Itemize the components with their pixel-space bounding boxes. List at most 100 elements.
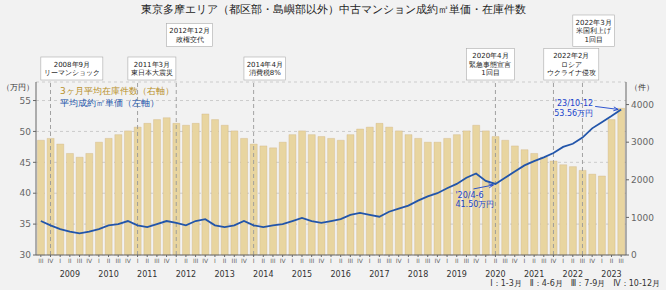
svg-text:3ヶ月平均在庫件数（右軸）: 3ヶ月平均在庫件数（右軸）	[60, 86, 174, 96]
svg-text:II: II	[68, 257, 72, 264]
svg-text:IV: IV	[202, 257, 209, 264]
svg-text:2000: 2000	[631, 175, 654, 185]
svg-text:2014年4月消費税8%: 2014年4月消費税8%	[247, 61, 283, 78]
svg-text:IV: IV	[318, 257, 325, 264]
svg-text:2022年3月米国利上げ1回目: 2022年3月米国利上げ1回目	[576, 19, 613, 44]
svg-text:II: II	[455, 257, 459, 264]
svg-text:II: II	[494, 257, 498, 264]
svg-text:II: II	[300, 257, 304, 264]
svg-text:II: II	[145, 257, 149, 264]
svg-text:2019: 2019	[447, 270, 467, 279]
svg-text:II: II	[610, 257, 614, 264]
svg-text:IV: IV	[434, 257, 441, 264]
svg-text:I: I	[485, 257, 487, 264]
svg-text:IV: IV	[473, 257, 480, 264]
svg-text:4000: 4000	[631, 100, 654, 110]
svg-text:3000: 3000	[631, 137, 654, 147]
svg-text:'23/10-1253.56万円: '23/10-1253.56万円	[554, 99, 593, 118]
svg-text:2022年2月ロシアウクライナ侵攻: 2022年2月ロシアウクライナ侵攻	[547, 52, 596, 77]
svg-text:IV: IV	[164, 257, 171, 264]
svg-text:I: I	[407, 257, 409, 264]
svg-text:IV: IV	[396, 257, 403, 264]
svg-text:IV: IV	[48, 257, 55, 264]
svg-text:II: II	[532, 257, 536, 264]
svg-text:I: I	[446, 257, 448, 264]
svg-text:0: 0	[631, 250, 637, 260]
svg-text:II: II	[571, 257, 575, 264]
svg-text:III: III	[116, 257, 122, 264]
svg-text:2009: 2009	[60, 270, 80, 279]
svg-text:III: III	[580, 257, 586, 264]
svg-text:III: III	[348, 257, 354, 264]
svg-text:東京多摩エリア（都区部・島嶼部以外）中古マンション成約㎡単価: 東京多摩エリア（都区部・島嶼部以外）中古マンション成約㎡単価・在庫件数	[141, 3, 526, 16]
svg-text:I: I	[214, 257, 216, 264]
svg-text:IV: IV	[357, 257, 364, 264]
svg-text:35: 35	[20, 219, 31, 229]
svg-text:50: 50	[20, 127, 32, 137]
svg-text:I: I	[562, 257, 564, 264]
svg-text:2012: 2012	[176, 270, 196, 279]
svg-text:I: I	[369, 257, 371, 264]
svg-text:III: III	[541, 257, 547, 264]
svg-text:30: 30	[20, 250, 32, 260]
svg-text:1000: 1000	[631, 213, 654, 223]
svg-text:I: I	[330, 257, 332, 264]
svg-text:40: 40	[20, 188, 32, 198]
svg-text:I: I	[98, 257, 100, 264]
svg-text:III: III	[309, 257, 315, 264]
svg-text:IV: IV	[125, 257, 132, 264]
svg-text:IV: IV	[241, 257, 248, 264]
svg-text:IV: IV	[551, 257, 558, 264]
svg-text:II: II	[416, 257, 420, 264]
svg-text:III: III	[464, 257, 470, 264]
svg-text:III: III	[425, 257, 431, 264]
svg-text:III: III	[154, 257, 160, 264]
svg-text:II: II	[107, 257, 111, 264]
svg-text:2020: 2020	[485, 270, 505, 279]
svg-text:II: II	[184, 257, 188, 264]
svg-text:2018: 2018	[408, 270, 428, 279]
svg-text:2016: 2016	[330, 270, 350, 279]
svg-text:I: I	[524, 257, 526, 264]
svg-text:Ⅰ：1-3月 Ⅱ：4-6月 Ⅲ：7-9月 Ⅳ：10-12月: Ⅰ：1-3月 Ⅱ：4-6月 Ⅲ：7-9月 Ⅳ：10-12月	[490, 279, 658, 288]
svg-text:45: 45	[20, 158, 31, 168]
svg-text:III: III	[270, 257, 276, 264]
svg-text:2015: 2015	[292, 270, 312, 279]
svg-text:III: III	[193, 257, 199, 264]
svg-text:2011年3月東日本大震災: 2011年3月東日本大震災	[131, 61, 173, 78]
svg-text:III: III	[386, 257, 392, 264]
svg-text:'20/4-641.50万円: '20/4-641.50万円	[455, 191, 494, 210]
svg-text:IV: IV	[86, 257, 93, 264]
svg-text:I: I	[253, 257, 255, 264]
svg-text:III: III	[77, 257, 83, 264]
svg-text:III: III	[38, 257, 44, 264]
svg-text:II: II	[262, 257, 266, 264]
svg-text:II: II	[339, 257, 343, 264]
svg-text:（件）: （件）	[630, 83, 654, 92]
svg-text:III: III	[232, 257, 238, 264]
svg-text:平均成約㎡単価（左軸）: 平均成約㎡単価（左軸）	[60, 98, 159, 108]
svg-text:II: II	[223, 257, 227, 264]
svg-text:（万円）: （万円）	[8, 83, 34, 92]
svg-text:I: I	[137, 257, 139, 264]
svg-text:2014: 2014	[253, 270, 273, 279]
svg-text:2008年9月リーマンショック: 2008年9月リーマンショック	[44, 61, 100, 78]
svg-text:55: 55	[20, 96, 31, 106]
svg-text:IV: IV	[280, 257, 287, 264]
svg-text:IV: IV	[512, 257, 519, 264]
svg-text:III: III	[619, 257, 625, 264]
svg-text:2012年12月政権交代: 2012年12月政権交代	[169, 27, 210, 44]
svg-text:I: I	[601, 257, 603, 264]
svg-text:2021: 2021	[524, 270, 544, 279]
svg-text:IV: IV	[589, 257, 596, 264]
svg-text:II: II	[378, 257, 382, 264]
svg-text:2020年4月緊急事態宣言1回目: 2020年4月緊急事態宣言1回目	[469, 52, 511, 77]
svg-text:2017: 2017	[369, 270, 389, 279]
svg-text:III: III	[502, 257, 508, 264]
svg-text:2011: 2011	[137, 270, 157, 279]
svg-text:2010: 2010	[98, 270, 118, 279]
svg-text:2022: 2022	[563, 270, 583, 279]
svg-text:I: I	[291, 257, 293, 264]
svg-text:I: I	[175, 257, 177, 264]
svg-text:I: I	[59, 257, 61, 264]
